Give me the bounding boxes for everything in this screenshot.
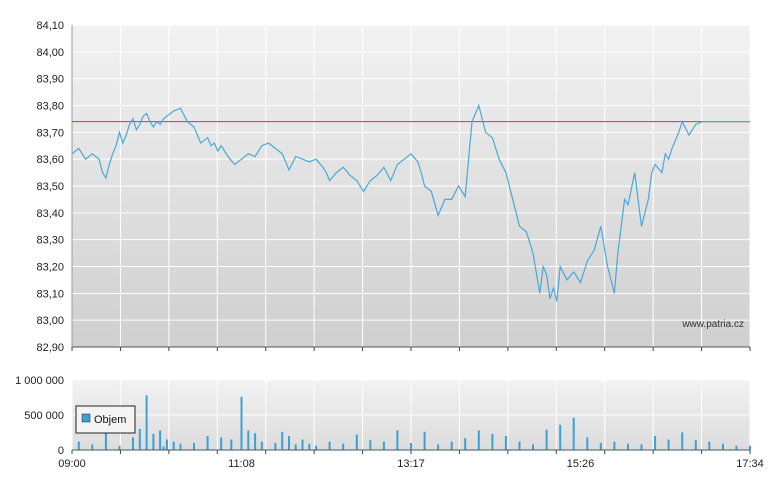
volume-bar <box>369 440 372 450</box>
volume-bar <box>315 445 318 450</box>
volume-bar <box>504 436 507 450</box>
price-y-tick-label: 83,10 <box>36 288 64 300</box>
volume-bar <box>437 444 440 450</box>
volume-bar <box>613 441 616 450</box>
volume-bar <box>132 437 134 450</box>
volume-bar <box>301 439 304 450</box>
volume-bar <box>77 441 80 450</box>
volume-bar <box>491 433 494 450</box>
volume-bar <box>342 443 345 450</box>
volume-bar <box>667 439 670 450</box>
volume-bar <box>281 431 284 450</box>
price-y-tick-label: 83,40 <box>36 208 64 220</box>
volume-bar <box>220 437 223 450</box>
volume-bar <box>118 445 121 450</box>
volume-bar <box>206 436 209 450</box>
volume-bar <box>240 396 243 450</box>
price-grid <box>71 24 751 348</box>
volume-bar <box>735 445 738 450</box>
volume-bar <box>162 446 165 450</box>
volume-bar <box>382 441 385 450</box>
price-x-ticks <box>71 347 751 351</box>
x-tick-label: 17:34 <box>736 458 764 470</box>
volume-bar <box>254 433 257 450</box>
volume-bar <box>260 441 263 450</box>
price-y-ticks: 84,10 84,00 83,90 83,80 83,70 83,60 83,50 83,40… <box>36 20 64 354</box>
volume-bar <box>681 432 684 450</box>
volume-bar <box>464 438 467 450</box>
volume-bar <box>586 437 589 450</box>
volume-bar <box>159 430 162 450</box>
x-tick-label: 11:08 <box>228 458 255 470</box>
volume-bar <box>288 436 290 450</box>
price-y-tick-label: 83,90 <box>36 74 64 86</box>
volume-bar <box>165 439 168 450</box>
volume-bar <box>572 417 575 450</box>
volume-y-ticks: 1 000 000 500 000 0 <box>15 375 64 457</box>
price-y-tick-label: 84,10 <box>36 20 64 32</box>
volume-bar <box>654 436 657 450</box>
x-tick-label: 13:17 <box>397 458 425 470</box>
price-y-tick-label: 83,30 <box>36 235 64 247</box>
volume-bar <box>396 430 399 450</box>
volume-bar <box>559 424 562 450</box>
legend-label: Objem <box>94 414 126 426</box>
price-y-tick-label: 83,80 <box>36 101 64 113</box>
volume-bar <box>450 441 453 450</box>
volume-bar <box>518 441 521 450</box>
volume-bar <box>230 439 233 450</box>
volume-bar <box>294 444 297 450</box>
volume-bar <box>104 432 107 450</box>
volume-bar <box>193 443 195 450</box>
volume-bar <box>328 441 331 450</box>
volume-bar <box>145 395 148 450</box>
price-y-tick-label: 83,50 <box>36 181 64 193</box>
volume-bar <box>355 434 358 450</box>
price-y-tick-label: 83,60 <box>36 154 64 166</box>
volume-bar <box>172 441 175 450</box>
volume-x-ticks: 09:00 11:08 13:17 15:26 17:34 <box>58 450 764 470</box>
x-tick-label: 09:00 <box>58 458 86 470</box>
volume-bar <box>91 444 94 450</box>
volume-y-tick-label: 1 000 000 <box>15 375 64 387</box>
volume-legend: Objem <box>75 405 136 434</box>
volume-bar <box>694 440 697 450</box>
volume-bar <box>423 431 426 450</box>
volume-bar <box>640 444 643 450</box>
volume-bar <box>247 430 250 450</box>
volume-bars <box>77 395 751 450</box>
watermark: www.patria.cz <box>681 319 744 330</box>
volume-y-tick-label: 500 000 <box>24 410 64 422</box>
volume-bar <box>532 444 534 450</box>
price-y-tick-label: 82,90 <box>36 342 64 354</box>
volume-bar <box>749 445 751 450</box>
volume-bar <box>410 443 412 450</box>
price-series-line <box>71 103 750 302</box>
volume-bar <box>274 443 277 450</box>
volume-bar <box>599 443 602 450</box>
volume-bar <box>545 429 548 450</box>
price-y-tick-label: 83,70 <box>36 127 64 139</box>
legend-swatch <box>81 413 91 423</box>
volume-bar <box>477 430 480 450</box>
volume-bar <box>627 443 629 450</box>
price-y-tick-label: 83,00 <box>36 315 64 327</box>
volume-bar <box>708 441 711 450</box>
volume-bar <box>179 443 182 450</box>
price-y-tick-label: 84,00 <box>36 47 64 59</box>
volume-bar <box>308 443 311 450</box>
volume-bar <box>152 433 155 450</box>
volume-bar <box>138 429 141 450</box>
volume-y-tick-label: 0 <box>58 445 64 457</box>
volume-bar <box>721 443 724 450</box>
price-y-tick-label: 83,20 <box>36 262 64 274</box>
x-tick-label: 15:26 <box>567 458 595 470</box>
